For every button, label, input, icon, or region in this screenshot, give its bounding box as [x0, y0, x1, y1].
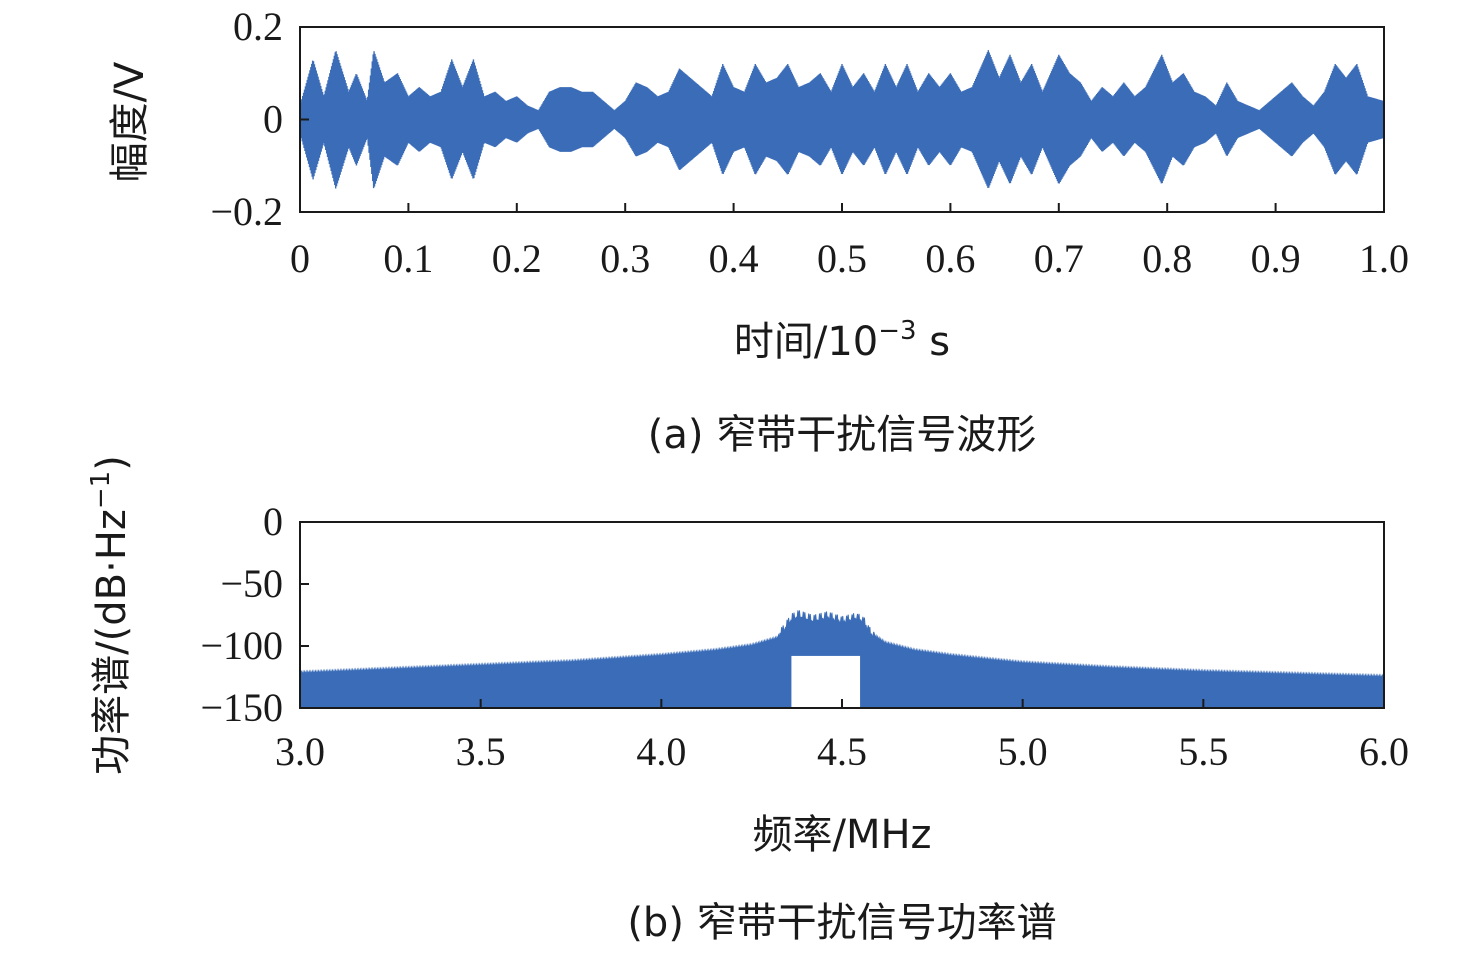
x-tick-label-a: 0.8: [1142, 236, 1192, 281]
x-ticks-b: 3.0 3.5 4.0 4.5 5.0 5.5 6.0: [275, 699, 1409, 774]
x-tick-label-a: 0.2: [492, 236, 542, 281]
panel-a: 0 0.1 0.2 0.3 0.4 0.5 0.6 0.7 0.8 0.9 1.0 0.20−0.2…: [107, 4, 1409, 458]
x-tick-label-b: 5.0: [998, 729, 1048, 774]
x-axis-label-a: 时间/10−3 s: [734, 316, 950, 365]
x-tick-label-b: 6.0: [1359, 729, 1409, 774]
x-tick-label-b: 5.5: [1178, 729, 1228, 774]
x-ticks-a: 0 0.1 0.2 0.3 0.4 0.5 0.6 0.7 0.8 0.9 1.0: [290, 203, 1409, 281]
y-axis-label-b-sup: −1: [86, 471, 116, 509]
x-tick-label-a: 0.3: [600, 236, 650, 281]
panel-b: 3.0 3.5 4.0 4.5 5.0 5.5 6.0 0 −50 −100 −150 功率谱/(…: [86, 455, 1409, 946]
x-tick-label-a: 0.7: [1034, 236, 1084, 281]
y-axis-label-a: 幅度/V: [107, 61, 153, 182]
x-tick-label-a: 0.6: [925, 236, 975, 281]
x-axis-label-b: 频率/MHz: [752, 812, 931, 858]
x-axis-label-a-main: 时间/10: [734, 319, 878, 365]
x-tick-label-a: 0.1: [383, 236, 433, 281]
y-ticks-a: 0.2 0 −0.2: [210, 4, 309, 234]
x-tick-label-b: 3.0: [275, 729, 325, 774]
x-tick-label-a: 0: [290, 236, 310, 281]
caption-b: (b) 窄带干扰信号功率谱: [627, 900, 1056, 946]
spectrum-series: [299, 610, 1385, 709]
y-tick-label-a: 0: [263, 97, 283, 142]
y-axis-label-b: 功率谱/(dB·Hz−1): [86, 455, 135, 775]
x-tick-label-a: 0.9: [1251, 236, 1301, 281]
spectrum-notch: [791, 655, 861, 708]
y-tick-label-b: −50: [220, 561, 283, 606]
waveform-line: [299, 50, 1385, 189]
waveform-series: [299, 50, 1385, 189]
y-tick-label-b: 0: [263, 499, 283, 544]
x-tick-label-a: 1.0: [1359, 236, 1409, 281]
x-tick-label-b: 3.5: [456, 729, 506, 774]
x-tick-label-b: 4.0: [636, 729, 686, 774]
y-ticks-b: 0 −50 −100 −150: [200, 499, 309, 730]
y-axis-label-b-main: 功率谱/(dB·Hz: [89, 509, 135, 775]
y-tick-label-b: −150: [200, 685, 283, 730]
y-axis-label-b-tail: ): [89, 455, 135, 471]
x-axis-label-a-tail: s: [917, 319, 951, 365]
x-tick-label-b: 4.5: [817, 729, 867, 774]
y-tick-label-a: 0.2: [233, 4, 283, 49]
y-tick-label-b: −100: [200, 623, 283, 668]
x-axis-label-a-sup: −3: [878, 316, 916, 346]
x-tick-label-a: 0.5: [817, 236, 867, 281]
x-tick-label-a: 0.4: [709, 236, 759, 281]
caption-a: (a) 窄带干扰信号波形: [648, 412, 1036, 458]
y-tick-label-a: −0.2: [210, 189, 283, 234]
